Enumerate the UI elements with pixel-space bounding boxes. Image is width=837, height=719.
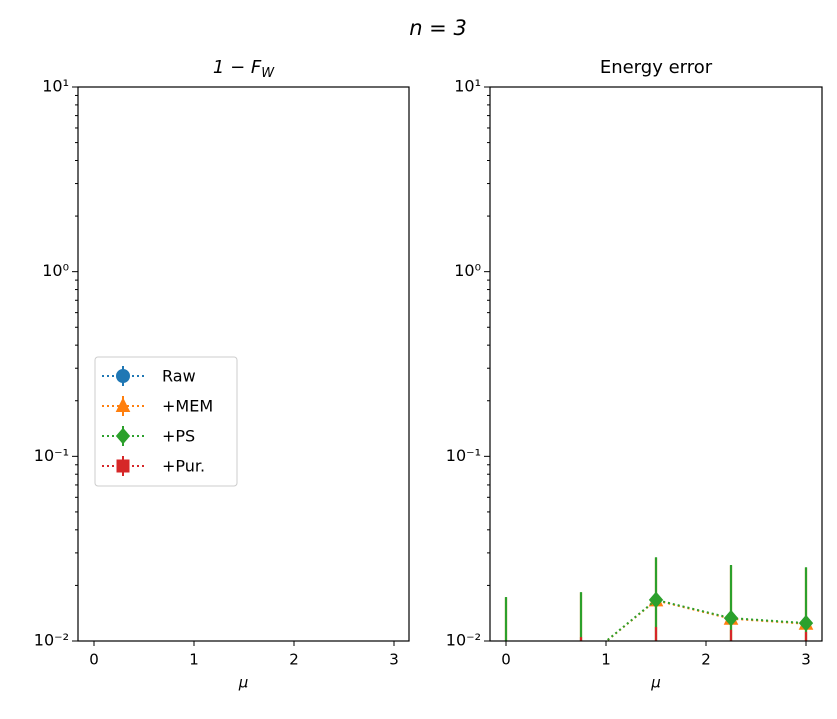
x-tick-label: 0 — [89, 651, 99, 669]
legend-label: +Pur. — [162, 457, 205, 476]
y-tick-label: 10⁰ — [42, 261, 69, 280]
y-tick-label: 10⁻¹ — [34, 446, 69, 465]
axes-title-text: 1 − F — [213, 57, 262, 78]
y-tick-label: 10⁰ — [454, 261, 481, 280]
plot-area — [88, 714, 401, 719]
y-tick-label: 10⁻² — [446, 631, 481, 650]
marker — [725, 708, 737, 719]
x-tick-label: 2 — [289, 651, 299, 669]
x-tick-label: 1 — [189, 651, 199, 669]
marker — [575, 654, 588, 667]
x-tick-label: 1 — [601, 651, 611, 669]
marker — [798, 614, 814, 632]
marker — [650, 708, 662, 719]
marker — [725, 708, 738, 719]
marker — [500, 708, 512, 719]
marker — [575, 708, 588, 719]
axes-frame — [77, 86, 410, 642]
y-tick-label: 10⁻¹ — [446, 446, 481, 465]
axes-title: Energy error — [600, 57, 713, 78]
y-tick-label: 10⁻² — [34, 631, 69, 650]
marker — [723, 609, 739, 627]
x-tick-label: 3 — [389, 651, 399, 669]
figure-title: n = 3 — [409, 16, 467, 40]
x-axis-label: μ — [238, 674, 249, 692]
marker — [500, 708, 513, 719]
marker — [800, 708, 812, 719]
legend-label: +MEM — [162, 397, 213, 416]
marker — [575, 654, 588, 669]
legend-marker — [116, 459, 130, 473]
legend-label: +PS — [162, 427, 195, 446]
axes-title-subscript: W — [261, 66, 275, 81]
x-tick-label: 0 — [501, 651, 511, 669]
y-tick-label: 10¹ — [42, 77, 69, 96]
legend-marker — [115, 397, 131, 412]
marker — [575, 708, 587, 719]
x-axis-label: μ — [650, 674, 661, 692]
axes-title: 1 − FW — [213, 57, 275, 81]
legend-box — [94, 356, 238, 487]
x-tick-label: 3 — [801, 651, 811, 669]
marker — [650, 708, 663, 719]
axes-title-text: Energy error — [600, 57, 713, 78]
plot-area — [500, 557, 814, 719]
axes-frame — [489, 86, 823, 642]
x-tick-label: 2 — [701, 651, 711, 669]
legend-marker — [115, 427, 131, 445]
marker — [800, 708, 813, 719]
legend-label: Raw — [162, 367, 196, 386]
y-tick-label: 10¹ — [454, 77, 481, 96]
legend-marker — [116, 369, 130, 383]
marker — [648, 591, 664, 609]
